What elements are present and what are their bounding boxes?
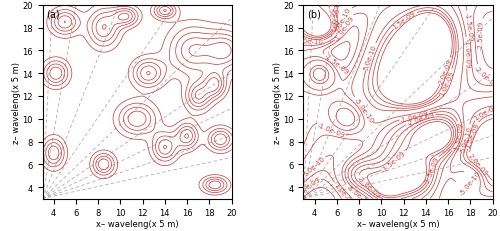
Text: -3.5e-09: -3.5e-09 xyxy=(380,150,407,173)
Text: 1.5e-09: 1.5e-09 xyxy=(326,2,336,30)
Text: -5.0e-10: -5.0e-10 xyxy=(344,183,371,207)
Text: 1.5e-09: 1.5e-09 xyxy=(296,176,322,195)
Text: 1.0e-09: 1.0e-09 xyxy=(473,103,500,122)
Text: (b): (b) xyxy=(307,10,321,20)
Text: -1.5e-09: -1.5e-09 xyxy=(323,53,349,76)
Text: -1.5e-09: -1.5e-09 xyxy=(464,12,473,42)
Text: -2.5e-09: -2.5e-09 xyxy=(424,155,440,185)
Text: -3.0e-09: -3.0e-09 xyxy=(356,175,382,199)
Text: 1.5e-09: 1.5e-09 xyxy=(464,122,480,149)
Text: -5.0e-10: -5.0e-10 xyxy=(334,7,352,36)
Text: 1.0e-09: 1.0e-09 xyxy=(332,182,354,207)
Text: -1.0e-09: -1.0e-09 xyxy=(400,109,430,123)
Y-axis label: z– waveleng(x 5 m): z– waveleng(x 5 m) xyxy=(272,61,281,143)
Text: 1.0e-09: 1.0e-09 xyxy=(439,70,456,97)
Text: -1.5e-09: -1.5e-09 xyxy=(454,122,465,152)
Text: 2.0e-09: 2.0e-09 xyxy=(466,152,488,176)
Text: 1.0e-09: 1.0e-09 xyxy=(331,3,337,30)
Text: -1.0e-09: -1.0e-09 xyxy=(334,15,355,42)
Text: 5.0e-10: 5.0e-10 xyxy=(296,38,324,45)
Text: -1.0e-09: -1.0e-09 xyxy=(316,122,346,138)
Text: (a): (a) xyxy=(46,10,60,20)
Text: 5.0e-10: 5.0e-10 xyxy=(363,44,378,71)
Text: -2.0e-09: -2.0e-09 xyxy=(473,65,498,90)
X-axis label: x– waveleng(x 5 m): x– waveleng(x 5 m) xyxy=(356,219,440,228)
Text: 5.0e-10: 5.0e-10 xyxy=(460,125,473,152)
Text: -1.0e-09: -1.0e-09 xyxy=(464,39,470,68)
Text: 2.0e-09: 2.0e-09 xyxy=(438,58,453,85)
Text: -2.5e-09: -2.5e-09 xyxy=(478,20,484,49)
Y-axis label: z– waveleng(x 5 m): z– waveleng(x 5 m) xyxy=(12,61,21,143)
Text: 1.5e-09: 1.5e-09 xyxy=(392,10,417,31)
Text: -5.0e-10: -5.0e-10 xyxy=(353,96,375,124)
X-axis label: x– waveleng(x 5 m): x– waveleng(x 5 m) xyxy=(96,219,178,228)
Text: -2.0e-09: -2.0e-09 xyxy=(406,112,436,127)
Text: -5.0e-10: -5.0e-10 xyxy=(459,170,482,196)
Text: 5.0e-10: 5.0e-10 xyxy=(302,155,326,177)
